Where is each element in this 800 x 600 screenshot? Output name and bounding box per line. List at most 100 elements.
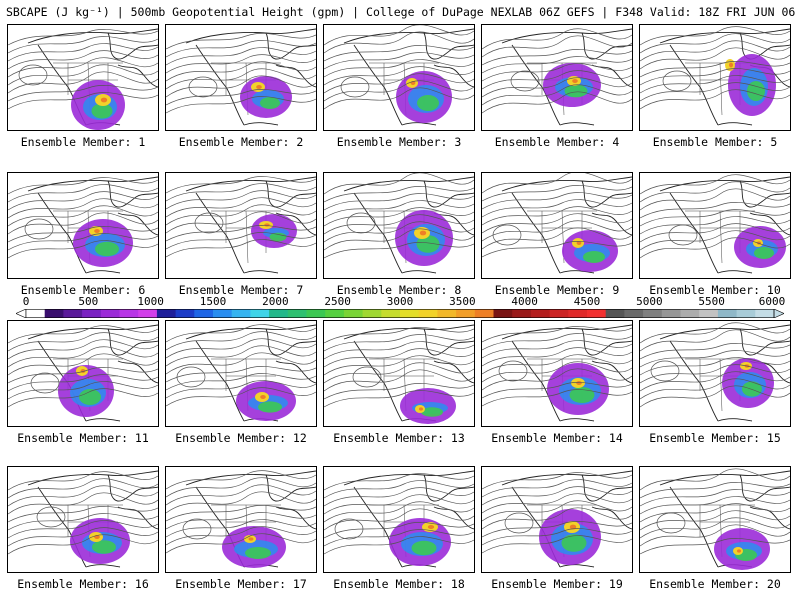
colorbar-swatch — [82, 309, 102, 318]
cape-shading — [58, 365, 114, 417]
colorbar-swatch — [493, 309, 513, 318]
colorbar-swatch — [306, 309, 326, 318]
height-contours — [482, 173, 632, 258]
height-contours — [640, 322, 790, 408]
ensemble-member-3-map — [323, 24, 475, 131]
ensemble-member-label: Ensemble Member: 3 — [336, 135, 462, 149]
colorbar-swatch — [587, 309, 607, 318]
cape-shading — [70, 518, 130, 564]
height-contours — [166, 470, 316, 554]
ensemble-member-1-map — [7, 24, 159, 131]
colorbar-swatch — [213, 309, 233, 318]
colorbar-swatch — [643, 309, 663, 318]
cape-shading — [539, 509, 601, 565]
colorbar-swatch — [456, 309, 476, 318]
colorbar-swatch — [26, 309, 46, 318]
colorbar-swatch — [736, 309, 756, 318]
ensemble-member-label: Ensemble Member: 14 — [491, 431, 623, 445]
colorbar-swatch — [325, 309, 345, 318]
colorbar-swatch — [381, 309, 401, 318]
ensemble-member-label: Ensemble Member: 9 — [494, 283, 620, 297]
sbcape-colorbar — [16, 309, 784, 318]
ensemble-member-label: Ensemble Member: 1 — [20, 135, 146, 149]
height-contours — [8, 177, 158, 259]
ensemble-member-18-map — [323, 466, 475, 573]
cape-shading — [396, 71, 452, 123]
political-borders — [685, 62, 755, 116]
ensemble-member-5-map — [639, 24, 791, 131]
ensemble-member-label: Ensemble Member: 8 — [336, 283, 462, 297]
colorbar-swatch — [194, 309, 214, 318]
ensemble-member-label: Ensemble Member: 19 — [491, 577, 623, 591]
colorbar-swatch — [231, 309, 251, 318]
colorbar-swatch — [100, 309, 120, 318]
colorbar-tick-label: 1000 — [137, 295, 164, 308]
colorbar-swatch — [119, 309, 139, 318]
colorbar-swatch — [661, 309, 681, 318]
colorbar-swatch — [287, 309, 307, 318]
ensemble-member-label: Ensemble Member: 7 — [178, 283, 304, 297]
colorbar-tick-label: 5000 — [636, 295, 663, 308]
colorbar-tick-labels: 0 500 1000 1500 2000 2500 3000 3500 4000 4500 5000… — [0, 295, 800, 309]
colorbar-swatch — [418, 309, 438, 318]
ensemble-member-label: Ensemble Member: 16 — [17, 577, 149, 591]
colorbar-swatch — [362, 309, 382, 318]
colorbar-tick-label: 2500 — [324, 295, 351, 308]
colorbar-swatch — [156, 309, 176, 318]
colorbar-swatch — [530, 309, 550, 318]
colorbar-swatch — [437, 309, 457, 318]
cape-shading — [400, 388, 456, 424]
height-contours — [324, 173, 474, 259]
ensemble-member-4-map — [481, 24, 633, 131]
colorbar-tick-label: 4500 — [573, 295, 601, 308]
colorbar-right-arrow — [773, 309, 784, 318]
cape-shading — [714, 528, 770, 570]
cape-shading — [222, 526, 286, 568]
colorbar-swatch — [755, 309, 775, 318]
map-title: SBCAPE (J kg⁻¹) | 500mb Geopotential Hei… — [6, 5, 800, 19]
colorbar-left-arrow — [16, 309, 27, 318]
colorbar-swatch — [44, 309, 64, 318]
political-borders — [211, 358, 281, 412]
colorbar-swatch — [680, 309, 700, 318]
height-contours — [8, 29, 158, 110]
ensemble-member-11-map — [7, 320, 159, 427]
height-contours — [8, 471, 158, 555]
ensemble-member-label: Ensemble Member: 20 — [649, 577, 781, 591]
coastline — [185, 176, 316, 274]
ensemble-member-8-map — [323, 172, 475, 279]
ensemble-member-label: Ensemble Member: 15 — [649, 431, 781, 445]
cape-shading — [734, 226, 786, 268]
height-contours — [324, 327, 474, 408]
colorbar-swatch — [343, 309, 363, 318]
colorbar-swatch — [699, 309, 719, 318]
ensemble-member-6-map — [7, 172, 159, 279]
height-contours — [324, 25, 474, 110]
political-borders — [685, 358, 755, 412]
ensemble-member-label: Ensemble Member: 10 — [649, 283, 781, 297]
political-borders — [211, 210, 281, 264]
ensemble-member-label: Ensemble Member: 2 — [178, 135, 304, 149]
colorbar-swatch — [605, 309, 625, 318]
colorbar-swatch — [63, 309, 83, 318]
cape-shading — [73, 219, 133, 267]
ensemble-member-7-map — [165, 172, 317, 279]
colorbar-tick-label: 2000 — [262, 295, 289, 308]
ensemble-member-15-map — [639, 320, 791, 427]
ensemble-member-10-map — [639, 172, 791, 279]
ensemble-member-12-map — [165, 320, 317, 427]
ensemble-member-13-map — [323, 320, 475, 427]
colorbar-tick-label: 0 — [22, 295, 30, 308]
colorbar-outline — [25, 309, 775, 318]
colorbar-swatch — [549, 309, 569, 318]
height-contours — [640, 174, 790, 259]
cape-shading — [395, 210, 453, 266]
ensemble-member-label: Ensemble Member: 11 — [17, 431, 149, 445]
ensemble-member-14-map — [481, 320, 633, 427]
cape-shading — [71, 80, 125, 130]
colorbar-swatch — [250, 309, 270, 318]
height-contours — [166, 176, 316, 258]
ensemble-member-label: Ensemble Member: 6 — [20, 283, 146, 297]
height-contours — [324, 473, 474, 555]
height-contours — [8, 325, 158, 408]
